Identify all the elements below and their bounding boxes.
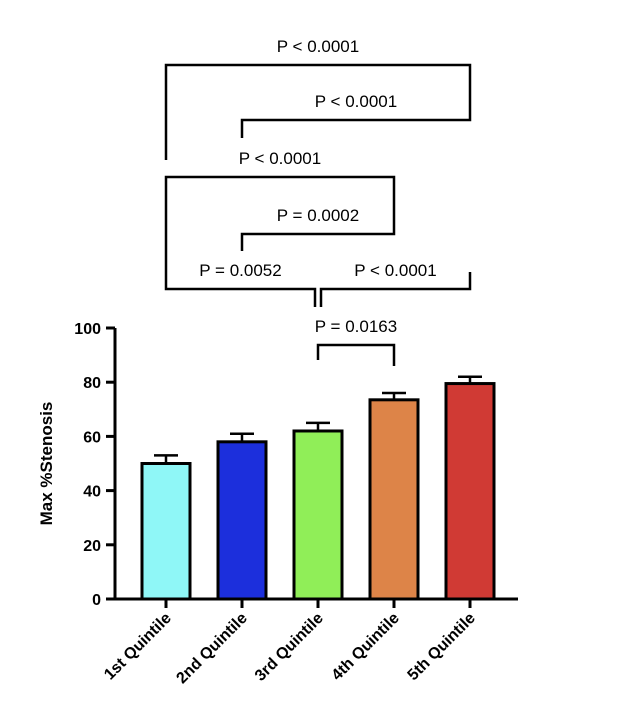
significance-bracket — [164, 175, 396, 272]
bar — [444, 382, 496, 601]
significance-bracket — [240, 216, 396, 251]
significance-bracket — [316, 343, 396, 366]
significance-brackets: P < 0.0001 P < 0.0001 P < 0.0001 P = 0.0002… — [164, 37, 472, 366]
significance-bracket — [164, 63, 472, 160]
significance-bracket — [319, 272, 472, 307]
p-value-label: P < 0.0001 — [239, 149, 321, 168]
significance-bracket — [164, 272, 317, 307]
x-tick-label: 3rd Quintile — [252, 610, 327, 685]
p-value-label: P < 0.0001 — [354, 261, 436, 280]
y-tick-label: 0 — [92, 592, 101, 609]
y-tick-label: 100 — [74, 321, 101, 338]
x-tick-label: 4th Quintile — [329, 610, 403, 684]
p-value-label: P = 0.0002 — [277, 206, 359, 225]
x-tick-label: 1st Quintile — [101, 610, 175, 684]
y-tick-label: 80 — [83, 375, 101, 392]
bars — [140, 375, 496, 601]
p-value-label: P < 0.0001 — [277, 37, 359, 56]
axes — [106, 326, 518, 608]
p-value-label: P < 0.0001 — [315, 92, 397, 111]
bar — [368, 398, 420, 601]
significance-bracket — [240, 105, 472, 138]
y-tick-label: 40 — [83, 484, 101, 501]
bar — [216, 440, 268, 601]
p-value-label: P = 0.0052 — [199, 261, 281, 280]
x-tick-label: 2nd Quintile — [173, 610, 250, 687]
bar — [292, 429, 344, 601]
y-tick-label: 20 — [83, 538, 101, 555]
bar — [140, 462, 192, 601]
p-value-label: P = 0.0163 — [315, 317, 397, 336]
y-tick-label: 60 — [83, 429, 101, 446]
x-tick-label: 5th Quintile — [405, 610, 479, 684]
y-axis-title: Max %Stenosis — [37, 402, 56, 526]
